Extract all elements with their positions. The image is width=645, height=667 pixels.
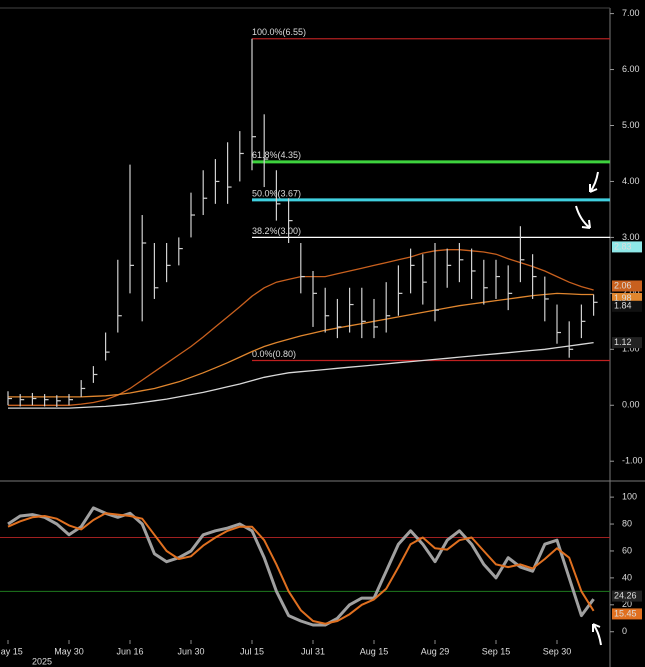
y-tick-label: 60 (622, 545, 632, 555)
price-tag-label: 2.83 (614, 241, 632, 251)
moving-average (8, 341, 594, 409)
y-tick-label: 5.00 (622, 120, 640, 130)
price-tag (612, 292, 642, 304)
y-tick-label: 4.00 (622, 176, 640, 186)
price-tag (612, 241, 642, 253)
price-tag-label: 1.12 (614, 337, 632, 347)
price-tag (612, 280, 642, 292)
price-tag-label: 1.98 (614, 293, 632, 303)
price-tag (612, 590, 642, 602)
year-label: 2025 (32, 656, 52, 666)
y-tick-label: 80 (622, 518, 632, 528)
y-tick-label: 1.00 (622, 344, 640, 354)
y-tick-label: 0.00 (622, 400, 640, 410)
moving-average (8, 292, 594, 398)
price-tag-label: 24.26 (614, 590, 637, 600)
y-tick-label: 3.00 (622, 232, 640, 242)
x-tick-label: Aug 29 (421, 646, 450, 656)
y-tick-label: 100 (622, 491, 637, 501)
x-tick-label: Jun 30 (177, 646, 204, 656)
arrow (592, 623, 602, 646)
y-tick-label: -1.00 (622, 456, 643, 466)
x-tick-label: Jul 15 (240, 646, 264, 656)
fib-label: 38.2%(3.00) (252, 226, 301, 236)
price-tag-label: 2.06 (614, 280, 632, 290)
x-tick-label: Jun 16 (116, 646, 143, 656)
y-tick-label: 2.00 (622, 288, 640, 298)
x-tick-label: Sep 30 (543, 646, 572, 656)
price-tag-label: 1.84 (614, 301, 632, 311)
price-tag (612, 337, 642, 349)
plot-layer: 7.00 6.00 5.00 4.00 3.00 2.00 1.00 0.00 -1.00 0 20… (0, 8, 643, 666)
y-tick-label: 7.00 (622, 8, 640, 18)
x-tick-label: Sep 15 (482, 646, 511, 656)
fib-label: 100.0%(6.55) (252, 27, 306, 37)
x-tick-label: Jul 31 (301, 646, 325, 656)
y-tick-label: 0 (622, 626, 627, 636)
fib-label: 61.8%(4.35) (252, 150, 301, 160)
annotation-arrows (575, 171, 602, 646)
fib-label: 0.0%(0.80) (252, 349, 296, 359)
arrow (589, 171, 599, 193)
x-tick-label: May 30 (54, 646, 84, 656)
price-tag (612, 300, 642, 312)
y-tick-label: 6.00 (622, 64, 640, 74)
y-tick-label: 20 (622, 599, 632, 609)
arrow (575, 205, 591, 229)
price-tag (612, 608, 642, 620)
price-tag-label: 15.45 (614, 608, 637, 618)
y-tick-label: 40 (622, 572, 632, 582)
x-tick-label: Aug 15 (360, 646, 389, 656)
x-tick-label: May 15 (0, 646, 23, 656)
indicator-line (7, 512, 595, 625)
